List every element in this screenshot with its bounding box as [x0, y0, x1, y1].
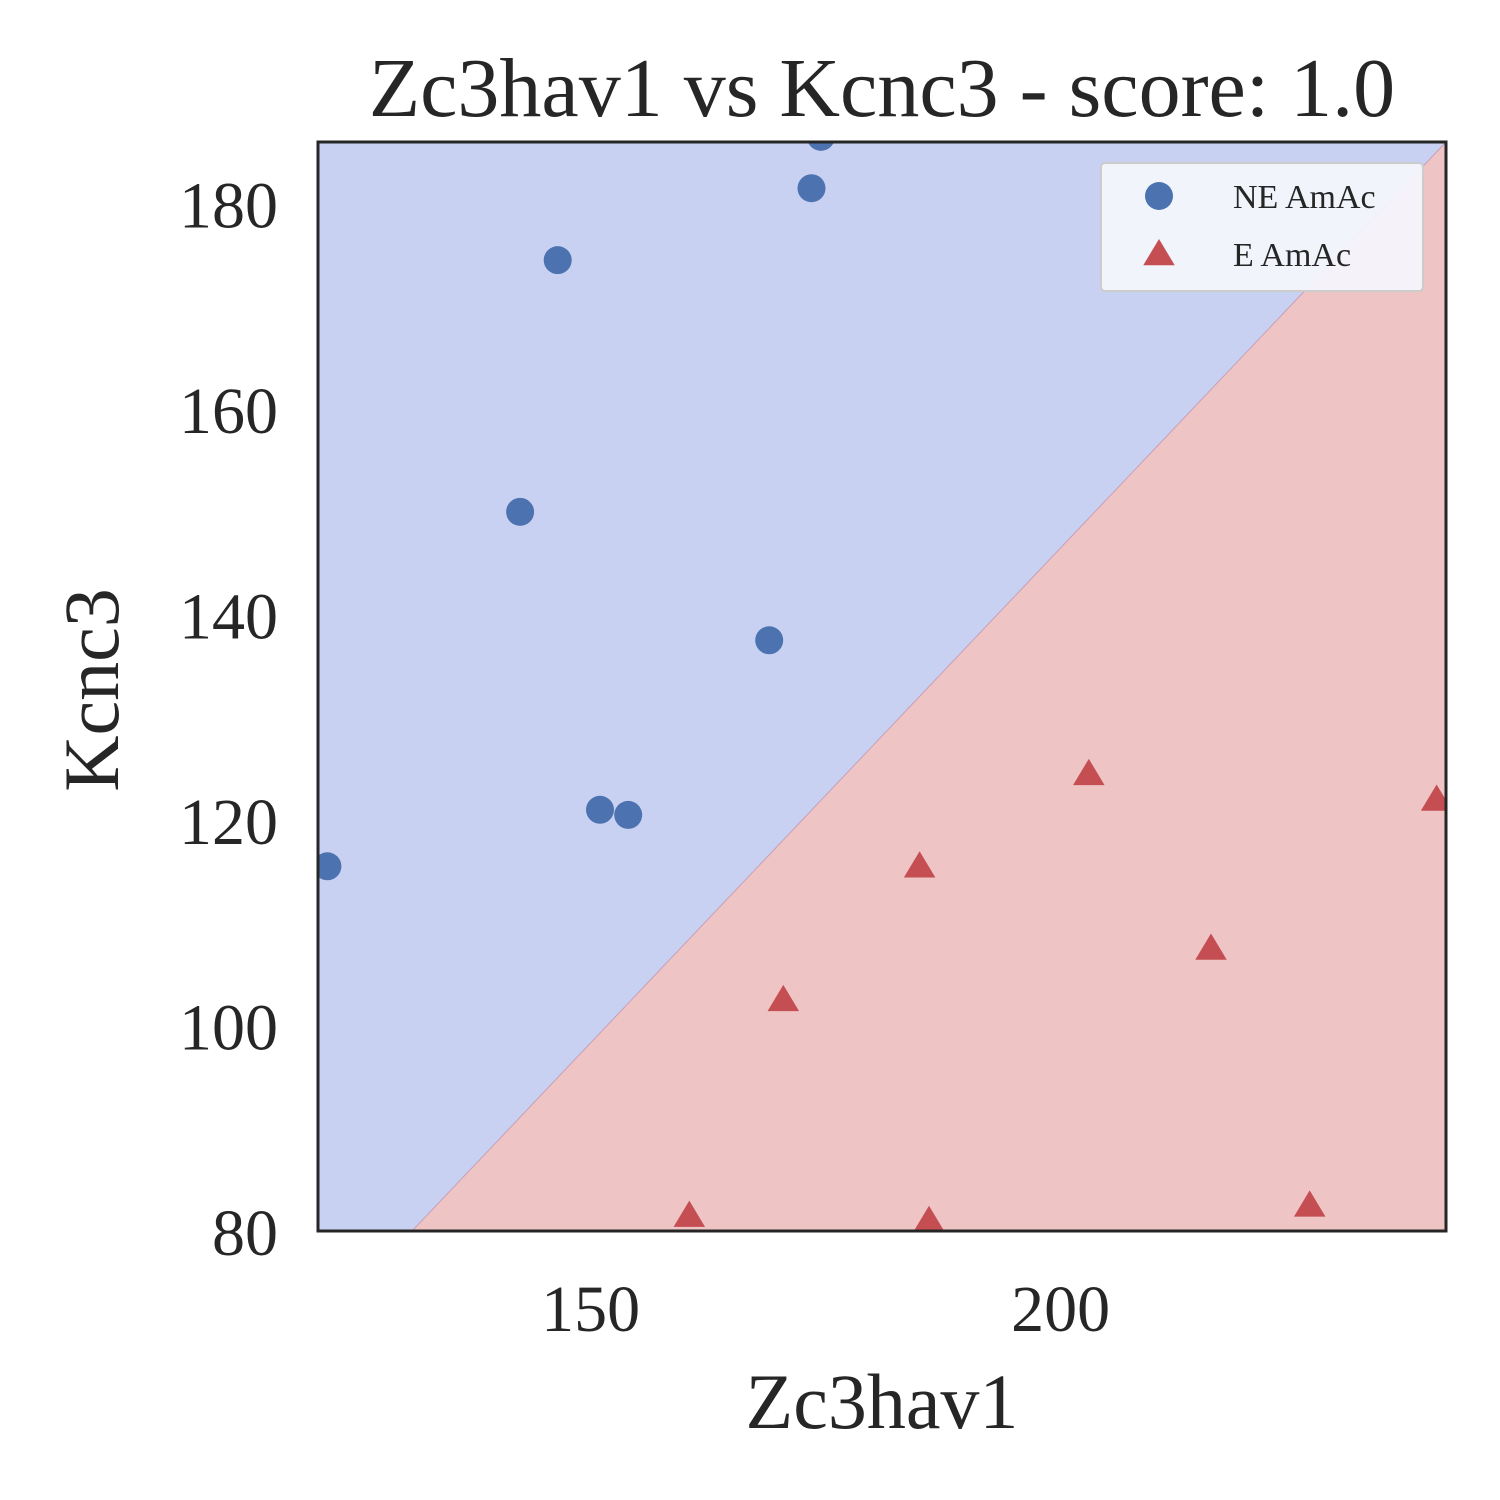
legend-e-amac-label: E AmAc	[1233, 237, 1351, 274]
legend-ne-amac-label: NE AmAc	[1233, 179, 1376, 216]
e-amac-point	[903, 851, 936, 878]
legend-ne-amac: NE AmAc	[1145, 179, 1376, 216]
e-amac-point	[913, 1205, 945, 1231]
x-tick-label: 200	[1011, 1273, 1110, 1346]
x-axis-ticks: 150 200	[541, 1273, 1110, 1346]
ne-amac-point	[586, 795, 614, 824]
ne-amac-point	[543, 246, 572, 275]
legend-box	[1100, 162, 1424, 292]
legend-ne-amac-marker	[1145, 182, 1173, 210]
ne-amac-point	[797, 174, 826, 203]
data-points	[318, 142, 1446, 1231]
ne-amac-point	[614, 800, 643, 829]
ne-amac-point	[506, 497, 535, 526]
y-tick-label: 100	[179, 992, 278, 1065]
x-tick-label: 150	[541, 1273, 640, 1346]
ne-amac-point	[755, 626, 784, 655]
y-axis-label: Kcnc3	[48, 588, 135, 792]
chart-title: Zc3hav1 vs Kcnc3 - score: 1.0	[369, 42, 1395, 135]
y-tick-label: 80	[212, 1197, 278, 1270]
region-ne-amac	[318, 142, 1446, 1231]
y-tick-label: 160	[179, 375, 278, 448]
e-amac-point	[673, 1200, 706, 1227]
e-amac-point	[767, 984, 800, 1012]
y-tick-label: 120	[179, 786, 278, 859]
legend-e-amac: E AmAc	[1143, 237, 1351, 274]
e-amac-point	[1420, 784, 1446, 811]
ne-amac-point	[807, 142, 834, 151]
plot-frame	[316, 140, 1448, 1233]
decision-regions	[318, 142, 1446, 1231]
e-amac-point	[1073, 758, 1105, 786]
x-axis-label: Zc3hav1	[746, 1358, 1019, 1445]
y-tick-label: 140	[179, 581, 278, 654]
ne-amac-point	[318, 852, 342, 881]
legend: NE AmAc E AmAc	[1100, 162, 1424, 292]
e-amac-point	[1293, 1190, 1326, 1217]
y-tick-label: 180	[179, 170, 278, 243]
e-amac-point	[1195, 933, 1227, 960]
legend-e-amac-marker	[1143, 239, 1175, 266]
y-axis-ticks: 80 100 120 140 160 180	[179, 170, 278, 1270]
decision-boundary-line	[411, 142, 1446, 1231]
